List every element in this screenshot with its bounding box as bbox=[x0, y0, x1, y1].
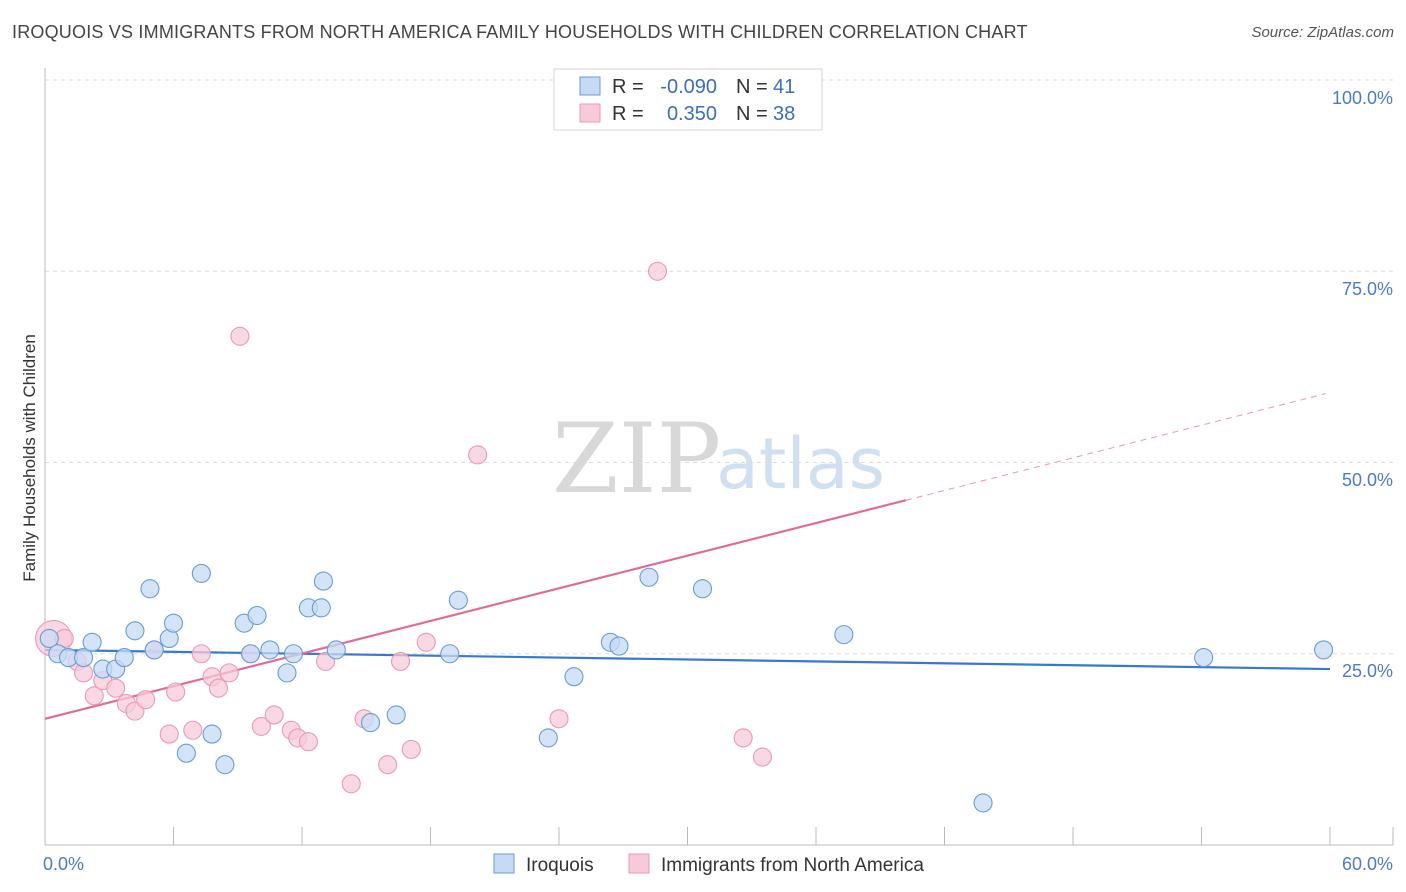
trendline-0 bbox=[44, 648, 1331, 671]
y-axis-label: Family Households with Children bbox=[20, 334, 39, 582]
iroquois-point-16 bbox=[215, 755, 235, 775]
iroquois-point-34 bbox=[609, 636, 629, 656]
immigrants-point-32 bbox=[468, 445, 488, 465]
iroquois-point-15 bbox=[176, 743, 196, 763]
immigrants-point-20 bbox=[251, 716, 271, 736]
legend-n-label-2: N = bbox=[736, 103, 768, 125]
iroquois-point-22 bbox=[283, 644, 303, 664]
immigrants-point-34 bbox=[647, 261, 668, 281]
immigrants-point-11 bbox=[159, 724, 179, 744]
immigrants-point-16 bbox=[208, 678, 229, 698]
bottom-legend-immigrants: Immigrants from North America bbox=[661, 855, 924, 876]
iroquois-point-13 bbox=[191, 563, 211, 583]
iroquois-point-21 bbox=[277, 663, 297, 683]
iroquois-point-29 bbox=[440, 644, 460, 664]
immigrants-point-28 bbox=[378, 755, 398, 775]
bottom-legend-swatch-immigrants bbox=[628, 853, 650, 874]
legend-swatch-pink bbox=[579, 103, 601, 123]
immigrants-point-35 bbox=[733, 728, 753, 748]
iroquois-point-35 bbox=[639, 567, 659, 587]
legend-r-value-1: -0.090 bbox=[660, 76, 717, 98]
immigrants-point-33 bbox=[549, 709, 569, 729]
iroquois-point-9 bbox=[140, 579, 160, 599]
immigrants-point-26 bbox=[341, 774, 361, 794]
legend-r-label-1: R = bbox=[612, 76, 644, 98]
iroquois-point-31 bbox=[538, 728, 558, 748]
immigrants-point-36 bbox=[752, 747, 773, 767]
iroquois-point-10 bbox=[144, 640, 164, 660]
watermark-atlas: atlas bbox=[716, 423, 885, 505]
iroquois-point-4 bbox=[82, 632, 102, 652]
iroquois-point-27 bbox=[360, 713, 381, 733]
iroquois-point-25 bbox=[313, 571, 333, 591]
immigrants-point-18 bbox=[230, 326, 250, 346]
iroquois-point-30 bbox=[448, 590, 468, 610]
trendline-1-projection bbox=[905, 393, 1326, 501]
iroquois-point-19 bbox=[247, 605, 267, 626]
immigrants-point-29 bbox=[390, 651, 411, 671]
y-tick-label-100: 100.0% bbox=[1332, 88, 1393, 108]
x-tick-label-60: 60.0% bbox=[1342, 854, 1393, 874]
immigrants-point-4 bbox=[84, 686, 104, 706]
chart-title: IROQUOIS VS IMMIGRANTS FROM NORTH AMERIC… bbox=[12, 22, 1028, 42]
immigrants-point-13 bbox=[183, 720, 203, 740]
legend-r-label-2: R = bbox=[612, 103, 644, 125]
y-tick-label-50: 50.0% bbox=[1342, 470, 1393, 490]
iroquois-point-38 bbox=[973, 793, 993, 813]
iroquois-point-8 bbox=[125, 621, 145, 641]
iroquois-point-3 bbox=[74, 648, 94, 668]
gridlines bbox=[45, 79, 1393, 655]
iroquois-point-40 bbox=[1314, 640, 1334, 660]
bottom-legend-swatch-iroquois bbox=[493, 853, 515, 874]
iroquois-point-24 bbox=[311, 598, 331, 618]
trendline-1 bbox=[44, 499, 907, 720]
series-iroquois-points bbox=[39, 563, 1334, 813]
legend-n-value-1: 41 bbox=[773, 76, 795, 98]
legend-r-value-2: 0.350 bbox=[667, 103, 717, 125]
series-legend: Iroquois Immigrants from North America bbox=[493, 853, 924, 876]
iroquois-point-39 bbox=[1194, 648, 1214, 668]
source-label: Source: ZipAtlas.com bbox=[1251, 24, 1394, 41]
legend-n-label-1: N = bbox=[736, 76, 768, 98]
watermark-zip: ZIP bbox=[552, 403, 721, 515]
iroquois-point-37 bbox=[834, 625, 854, 645]
legend-swatch-blue bbox=[579, 76, 601, 96]
iroquois-point-36 bbox=[692, 579, 713, 599]
bottom-legend-iroquois: Iroquois bbox=[526, 855, 594, 876]
immigrants-point-24 bbox=[298, 732, 318, 752]
immigrants-point-21 bbox=[264, 705, 284, 725]
immigrants-point-31 bbox=[416, 632, 436, 652]
y-tick-label-75: 75.0% bbox=[1342, 279, 1393, 299]
iroquois-point-28 bbox=[386, 705, 406, 725]
legend-n-value-2: 38 bbox=[773, 103, 795, 125]
immigrants-point-9 bbox=[136, 690, 156, 710]
iroquois-point-18 bbox=[241, 644, 261, 664]
immigrants-point-12 bbox=[166, 682, 186, 702]
immigrants-point-6 bbox=[106, 678, 126, 698]
y-tick-label-25: 25.0% bbox=[1342, 661, 1393, 681]
immigrants-point-30 bbox=[401, 739, 421, 759]
x-tick-label-0: 0.0% bbox=[43, 854, 84, 874]
correlation-legend: R = -0.090 N = 41 R = 0.350 N = 38 bbox=[553, 68, 823, 131]
iroquois-point-12 bbox=[163, 613, 184, 633]
iroquois-point-26 bbox=[326, 640, 346, 660]
iroquois-point-32 bbox=[564, 667, 584, 687]
iroquois-point-7 bbox=[114, 648, 134, 668]
x-ticks bbox=[44, 827, 1394, 845]
immigrants-point-17 bbox=[219, 663, 239, 683]
immigrants-point-14 bbox=[191, 644, 211, 664]
iroquois-point-0 bbox=[39, 628, 59, 649]
iroquois-point-14 bbox=[202, 724, 222, 744]
iroquois-point-20 bbox=[260, 640, 280, 660]
